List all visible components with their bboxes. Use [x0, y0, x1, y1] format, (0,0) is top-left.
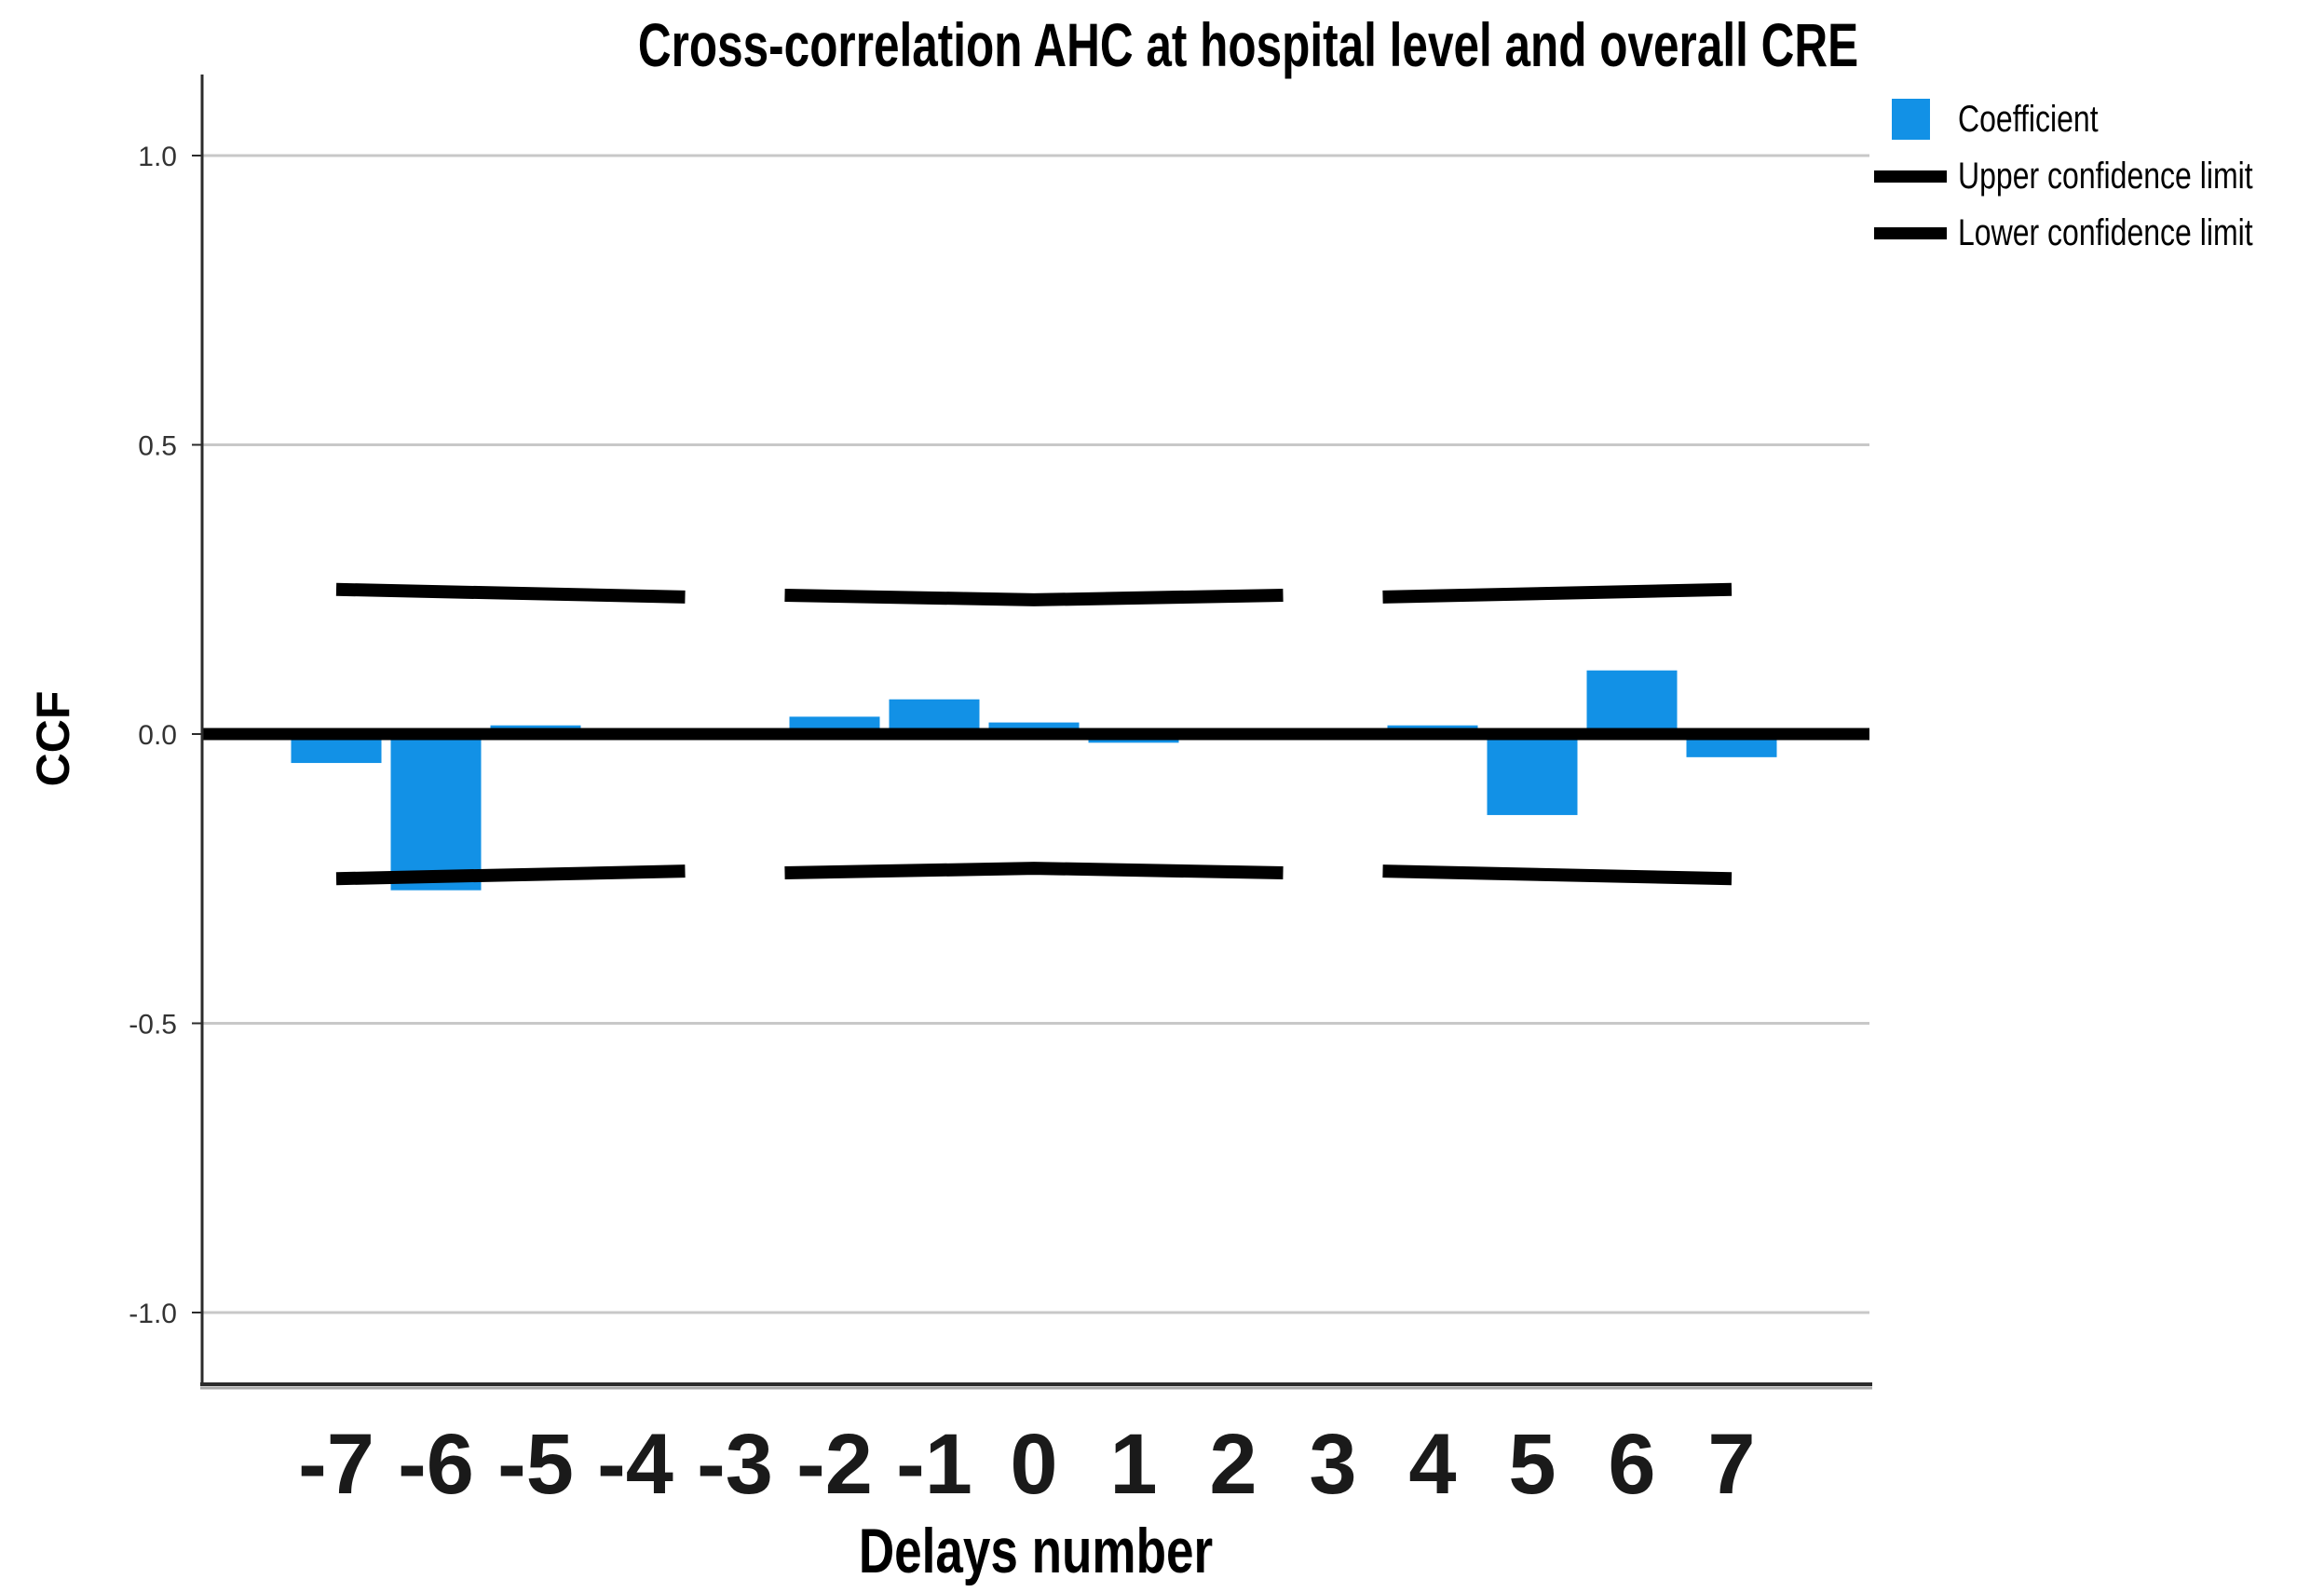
swatch-holder [1874, 226, 1947, 239]
x-axis-title: Delays number [858, 1516, 1214, 1586]
x-tick-label: 2 [1209, 1417, 1257, 1512]
lower-confidence-line [784, 862, 1284, 880]
upper-confidence-line [1382, 582, 1733, 604]
legend-label-coefficient: Coefficient [1958, 98, 2099, 140]
legend: Coefficient Upper confidence limit Lower… [1874, 93, 2324, 264]
x-tick-label: -1 [896, 1417, 972, 1512]
lower-confidence-line [335, 864, 686, 886]
chart-title: Cross-correlation AHC at hospital level … [637, 10, 1859, 79]
y-tick-label: 1.0 [138, 142, 177, 172]
legend-item-lower-confidence: Lower confidence limit [1874, 207, 2324, 259]
coefficient-bar [390, 734, 482, 891]
x-tick-label: 6 [1608, 1417, 1655, 1512]
x-tick-label: -5 [497, 1417, 574, 1512]
coefficient-bar [1487, 734, 1578, 815]
y-tick-label: -0.5 [129, 1010, 177, 1041]
x-tick-label: 3 [1309, 1417, 1356, 1512]
x-tick-label: 4 [1408, 1417, 1456, 1512]
legend-item-coefficient: Coefficient [1874, 93, 2324, 145]
x-tick-label: -2 [796, 1417, 873, 1512]
swatch-holder [1874, 99, 1947, 140]
x-tick-label: 7 [1707, 1417, 1755, 1512]
upper-confidence-line [784, 588, 1284, 606]
x-tick-label: -4 [597, 1417, 673, 1512]
x-tick-label: 1 [1109, 1417, 1157, 1512]
lower-confidence-line [1382, 864, 1733, 886]
upper-confidence-line [335, 582, 686, 604]
y-axis-title: CCF [27, 690, 79, 787]
legend-label-upper-confidence: Upper confidence limit [1958, 155, 2253, 197]
y-tick-label: -1.0 [129, 1299, 177, 1329]
coefficient-bar [1586, 670, 1678, 734]
legend-item-upper-confidence: Upper confidence limit [1874, 150, 2324, 202]
y-tick-label: 0.0 [138, 720, 177, 751]
x-tick-label: -7 [298, 1417, 374, 1512]
x-tick-label: 0 [1010, 1417, 1057, 1512]
swatch-holder [1874, 170, 1947, 183]
legend-label-lower-confidence: Lower confidence limit [1958, 211, 2253, 253]
x-tick-label: 5 [1508, 1417, 1556, 1512]
x-tick-label: -3 [697, 1417, 773, 1512]
lower-confidence-line-icon [1874, 226, 1947, 239]
y-tick-label: 0.5 [138, 431, 177, 462]
coefficient-swatch-icon [1891, 99, 1930, 140]
upper-confidence-line-icon [1874, 170, 1947, 183]
x-tick-label: -6 [398, 1417, 474, 1512]
